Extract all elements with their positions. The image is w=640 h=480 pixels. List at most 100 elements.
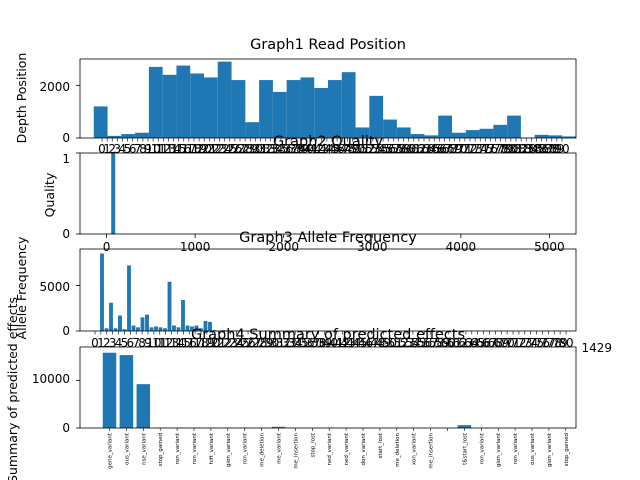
xtick-label-allele-frequency-16: 16	[182, 336, 197, 350]
xtick-label-allele-frequency-30: 30	[264, 336, 279, 350]
bar-read-position-8	[204, 77, 218, 138]
axes-frame-quality	[79, 152, 577, 235]
xtick-label-allele-frequency-29: 29	[258, 336, 273, 350]
xtick-label-read-position-27: 27	[232, 142, 247, 156]
xtick-label-allele-frequency-40: 40	[323, 336, 338, 350]
xtick-label-read-position-30: 30	[248, 142, 263, 156]
xtick-label-read-position-82: 82	[513, 142, 528, 156]
xtick-label-read-position-90: 90	[554, 142, 569, 156]
ytick-0-predicted-effects: 0	[62, 421, 70, 435]
bar-read-position-14	[286, 80, 301, 138]
bar-read-position-32	[534, 134, 549, 138]
xtick-label-allele-frequency-61: 61	[446, 336, 461, 350]
xtick-label-allele-frequency-32: 32	[276, 336, 291, 350]
xtick-label-read-position-56: 56	[381, 142, 396, 156]
ylabel-allele-frequency: Allele Frequency	[14, 236, 29, 340]
bar-predicted-effects-10	[271, 426, 286, 428]
xtick-label-allele-frequency-52: 52	[394, 336, 409, 350]
xtick-label-allele-frequency-27: 27	[246, 336, 261, 350]
xtick-label-read-position-49: 49	[345, 142, 360, 156]
bar-allele-frequency-17	[176, 327, 181, 331]
xtick-label-allele-frequency-10: 10	[146, 336, 161, 350]
panel-allele-frequency: Graph3 Allele Frequency Allele Frequency…	[14, 230, 612, 355]
xtick-label-allele-frequency-33: 33	[282, 336, 297, 350]
xtick-label-predicted-effects-14: ned_variant	[344, 432, 350, 465]
xtick-label-read-position-71: 71	[457, 142, 472, 156]
xtick-label-predicted-effects-3: stop_gained	[158, 433, 164, 466]
panel-quality: Graph2 Quality Quality 0 1 0 1000 2000 3000…	[42, 134, 577, 254]
bar-allele-frequency-11	[149, 327, 154, 331]
bar-read-position-9	[217, 61, 232, 139]
xtick-label-read-position-37: 37	[283, 142, 298, 156]
xtick-label-allele-frequency-49: 49	[376, 336, 391, 350]
xtick-label-allele-frequency-24: 24	[229, 336, 244, 350]
xtick-label-allele-frequency-13: 13	[164, 336, 179, 350]
ytick-0-quality: 0	[62, 227, 70, 241]
xtick-label-read-position-2: 2	[108, 142, 116, 156]
xtick-label-read-position-69: 69	[447, 142, 462, 156]
xtick-label-allele-frequency-7: 7	[132, 336, 140, 350]
xtick-label-allele-frequency-20: 20	[205, 336, 220, 350]
xtick-label-allele-frequency-79: 79	[552, 336, 567, 350]
xtick-label-allele-frequency-19: 19	[199, 336, 214, 350]
bar-read-position-3	[135, 132, 149, 138]
xtick-label-allele-frequency-22: 22	[217, 336, 232, 350]
xtick-label-allele-frequency-14: 14	[170, 336, 185, 350]
xtick-label-read-position-43: 43	[314, 142, 329, 156]
bar-allele-frequency-21	[194, 325, 199, 331]
xtick-label-allele-frequency-77: 77	[541, 336, 556, 350]
bar-allele-frequency-19	[185, 325, 190, 331]
xtick-label-allele-frequency-48: 48	[370, 336, 385, 350]
xtick-label-read-position-0: 0	[98, 142, 106, 156]
panel-read-position: Graph1 Read Position Depth Position 0 20…	[14, 37, 577, 156]
xtick-label-read-position-61: 61	[406, 142, 421, 156]
xtick-label-read-position-72: 72	[462, 142, 477, 156]
xtick-label-read-position-42: 42	[309, 142, 324, 156]
xtick-label-allele-frequency-66: 66	[476, 336, 491, 350]
xtick-label-allele-frequency-57: 57	[423, 336, 438, 350]
bar-read-position-15	[300, 77, 315, 138]
xtick-label-allele-frequency-18: 18	[193, 336, 208, 350]
xtick-label-predicted-effects-6: hift_variant	[209, 432, 215, 464]
xtick-label-predicted-effects-12: stop_lost	[310, 432, 316, 457]
xtick-label-read-position-47: 47	[335, 142, 350, 156]
xtick-label-read-position-41: 41	[304, 142, 319, 156]
bar-allele-frequency-7	[131, 325, 136, 331]
bar-allele-frequency-3	[113, 328, 118, 331]
xtick-label-read-position-14: 14	[166, 142, 181, 156]
bar-read-position-22	[396, 127, 411, 138]
xtick-label-read-position-9: 9	[144, 142, 152, 156]
bar-read-position-2	[121, 134, 136, 138]
xtick-label-read-position-79: 79	[498, 142, 513, 156]
xtick-label-allele-frequency-45: 45	[352, 336, 367, 350]
xtick-label-read-position-50: 50	[350, 142, 365, 156]
xtick-label-read-position-48: 48	[340, 142, 355, 156]
bar-read-position-1	[107, 135, 122, 138]
xtick-label-read-position-1: 1	[103, 142, 111, 156]
xtick-label-predicted-effects-22: ron_variant	[479, 432, 485, 464]
ytick-0-read-position: 0	[62, 131, 70, 145]
xtick-label-read-position-11: 11	[151, 142, 166, 156]
xtick-label-allele-frequency-36: 36	[299, 336, 314, 350]
xtick-label-allele-frequency-59: 59	[435, 336, 450, 350]
bar-read-position-19	[355, 127, 370, 138]
xtick-label-read-position-26: 26	[227, 142, 242, 156]
bar-predicted-effects-2	[136, 384, 151, 428]
xtick-label-allele-frequency-12: 12	[158, 336, 173, 350]
xtick-label-allele-frequency-38: 38	[311, 336, 326, 350]
xtick-label-allele-frequency-28: 28	[252, 336, 267, 350]
bar-read-position-25	[438, 115, 452, 138]
xtick-label-allele-frequency-37: 37	[305, 336, 320, 350]
xtick-label-allele-frequency-44: 44	[346, 336, 361, 350]
xtick-label-predicted-effects-19: me_insertion	[429, 432, 435, 468]
xtick-label-read-position-62: 62	[411, 142, 426, 156]
xtick-label-read-position-23: 23	[212, 142, 227, 156]
bar-allele-frequency-18	[181, 300, 185, 331]
bar-allele-frequency-20	[190, 326, 194, 331]
xtick-label-read-position-78: 78	[493, 142, 508, 156]
bar-allele-frequency-15	[167, 281, 172, 331]
axes-frame-allele-frequency	[79, 248, 577, 332]
ytick-1-quality: 1	[62, 152, 70, 166]
xtick-label-read-position-34: 34	[268, 142, 283, 156]
xtick-label-predicted-effects-5: ron_variant	[192, 432, 198, 464]
